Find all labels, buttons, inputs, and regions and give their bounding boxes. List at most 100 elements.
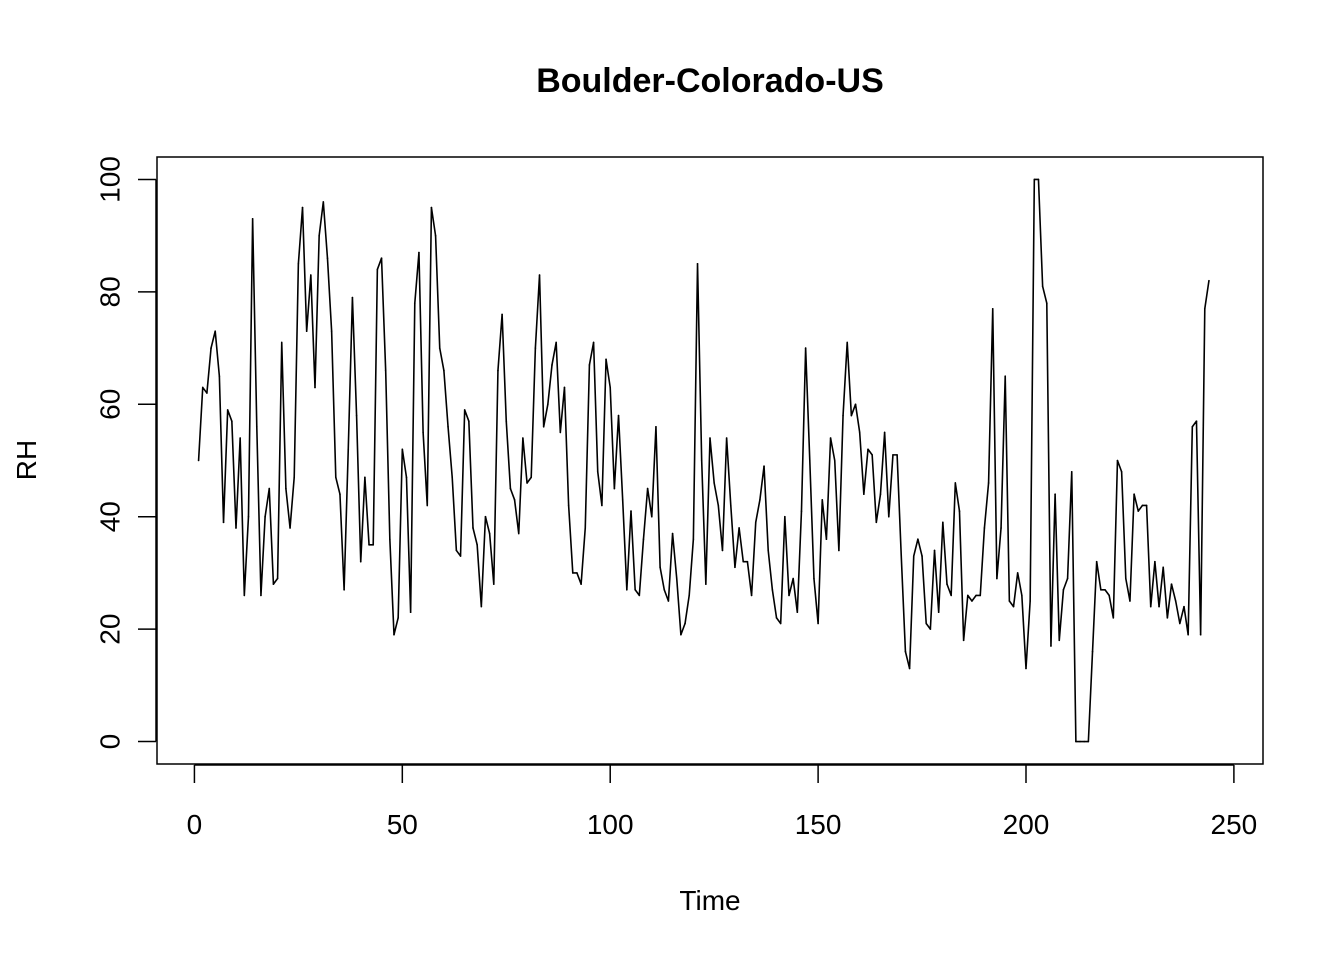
data-point xyxy=(680,633,682,636)
data-point xyxy=(376,268,379,271)
data-point xyxy=(725,437,728,439)
data-point xyxy=(243,594,246,597)
data-point xyxy=(1124,577,1127,580)
data-point xyxy=(355,414,358,417)
data-point xyxy=(1174,600,1177,602)
data-point xyxy=(563,386,566,389)
data-point xyxy=(285,487,287,490)
data-point xyxy=(1158,605,1160,608)
data-point xyxy=(226,409,229,411)
data-point xyxy=(222,521,225,524)
data-point xyxy=(413,302,416,304)
data-point xyxy=(526,482,528,484)
data-point xyxy=(688,594,691,597)
data-point xyxy=(1033,178,1036,181)
data-point xyxy=(276,577,279,580)
data-point xyxy=(235,527,237,529)
data-point xyxy=(1162,566,1165,569)
data-point xyxy=(1195,420,1198,422)
data-point xyxy=(638,594,641,597)
data-point xyxy=(917,538,919,540)
data-point xyxy=(775,617,778,619)
data-point xyxy=(305,330,308,333)
data-point xyxy=(1141,504,1144,507)
data-point xyxy=(609,386,612,389)
data-point xyxy=(347,448,350,451)
data-point xyxy=(829,437,832,439)
x-tick-label: 150 xyxy=(795,809,842,840)
x-axis-label: Time xyxy=(679,885,740,916)
data-point xyxy=(788,594,790,597)
data-point xyxy=(468,420,470,422)
data-point xyxy=(476,544,478,546)
data-point xyxy=(218,375,221,377)
data-point xyxy=(958,510,961,512)
data-point xyxy=(231,420,233,422)
data-point xyxy=(821,499,824,501)
data-point xyxy=(434,234,437,237)
data-point xyxy=(808,459,811,462)
y-tick-label: 100 xyxy=(95,156,126,203)
series-line xyxy=(197,178,1210,743)
data-point xyxy=(517,532,520,535)
data-point xyxy=(497,369,499,372)
data-point xyxy=(584,527,587,529)
data-point xyxy=(1041,285,1044,288)
data-point xyxy=(239,437,241,439)
data-point xyxy=(605,358,607,361)
data-point xyxy=(904,650,907,653)
y-tick-label: 0 xyxy=(95,734,126,750)
data-point xyxy=(326,257,329,259)
data-point xyxy=(368,544,370,546)
data-point xyxy=(950,594,952,597)
data-point xyxy=(1100,588,1102,591)
data-point xyxy=(1116,459,1119,462)
data-point xyxy=(617,414,620,417)
data-point xyxy=(463,409,466,411)
data-point xyxy=(509,487,512,490)
data-point xyxy=(1070,470,1073,473)
data-point xyxy=(750,594,753,597)
data-point xyxy=(858,431,861,434)
data-point xyxy=(721,549,724,552)
data-point xyxy=(542,425,545,428)
data-point xyxy=(796,611,799,614)
data-point xyxy=(1149,605,1152,608)
data-point xyxy=(883,431,886,434)
data-point xyxy=(530,476,533,479)
data-point xyxy=(663,588,666,591)
data-point xyxy=(459,555,462,557)
x-tick-label: 100 xyxy=(587,809,634,840)
data-point xyxy=(393,633,395,636)
data-point xyxy=(1062,588,1065,591)
data-point xyxy=(484,515,487,518)
data-point xyxy=(451,476,454,479)
data-point xyxy=(1004,375,1007,377)
data-point xyxy=(946,583,948,585)
data-point xyxy=(1079,740,1081,743)
x-tick-label: 0 xyxy=(187,809,203,840)
data-point xyxy=(971,600,973,602)
data-point xyxy=(1133,493,1135,496)
data-point xyxy=(538,274,541,276)
data-point xyxy=(734,566,736,569)
data-point xyxy=(1179,622,1181,625)
data-point xyxy=(422,431,424,434)
data-point xyxy=(784,515,786,518)
data-point xyxy=(1199,633,1202,636)
data-point xyxy=(264,515,266,518)
data-point xyxy=(447,425,449,428)
data-point xyxy=(268,487,271,490)
data-point xyxy=(962,639,965,642)
data-point xyxy=(825,538,828,540)
data-point xyxy=(1187,633,1189,636)
y-axis: 0 20 40 60 80 100 xyxy=(95,156,157,749)
data-point xyxy=(1191,425,1194,428)
data-point xyxy=(879,493,882,496)
data-point xyxy=(692,538,695,540)
data-point xyxy=(659,566,661,569)
chart-title: Boulder-Colorado-US xyxy=(536,62,884,100)
data-point xyxy=(833,459,836,462)
data-point xyxy=(601,504,603,507)
data-point xyxy=(501,313,503,316)
